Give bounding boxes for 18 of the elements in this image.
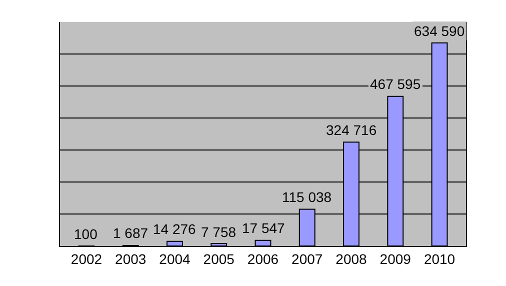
data-label: 634 590 [414, 23, 465, 39]
x-tick-label: 2010 [424, 250, 456, 267]
x-tick-label: 2005 [203, 250, 235, 267]
x-tick-label: 2002 [70, 250, 102, 267]
data-label: 17 547 [242, 220, 286, 236]
data-label: 467 595 [370, 76, 421, 92]
x-tick-label: 2004 [159, 250, 191, 267]
x-tick-label: 2009 [380, 250, 412, 267]
data-label: 115 038 [282, 189, 332, 205]
x-tick-label: 2006 [247, 250, 279, 267]
data-label: 7 758 [201, 224, 236, 240]
data-label: 14 276 [153, 221, 196, 237]
data-label: 1 687 [113, 225, 148, 241]
data-label: 100 [74, 226, 98, 242]
x-tick-label: 2007 [292, 250, 323, 267]
data-label: 324 716 [326, 122, 377, 138]
x-tick-label: 2008 [336, 250, 368, 267]
x-tick-label: 2003 [115, 250, 146, 267]
